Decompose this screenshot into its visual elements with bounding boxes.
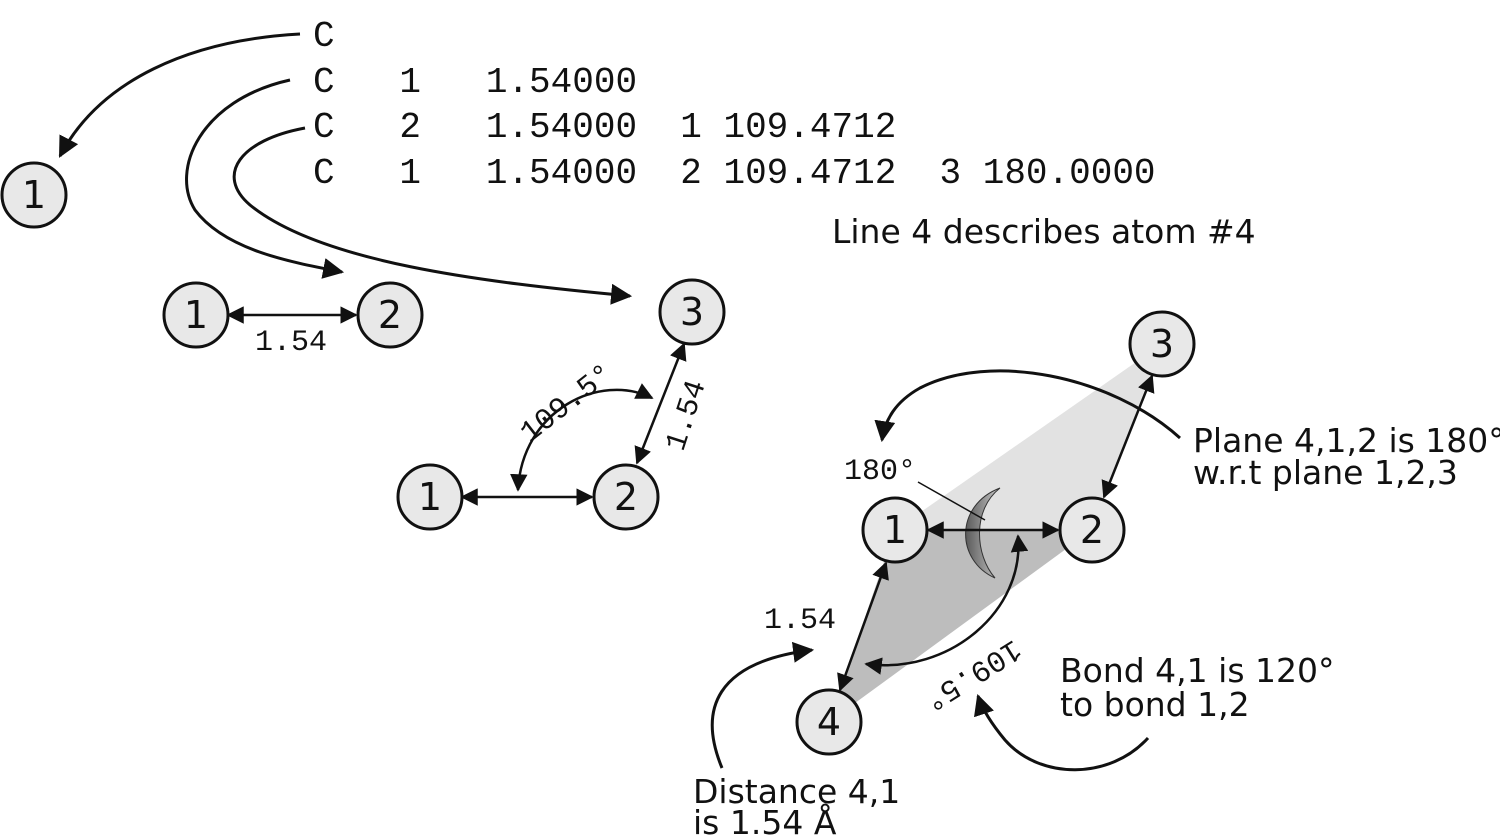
plane-note-line2: w.r.t plane 1,2,3	[1193, 453, 1458, 492]
bond-annotation-arrow	[974, 694, 1150, 772]
angle-1-2-3-arc	[510, 383, 654, 492]
zmatrix-text: C C 1 1.54000 C 2 1.54000 1 109.4712 C 1…	[313, 16, 1256, 251]
atom-2	[1058, 496, 1126, 564]
arrow-line2	[185, 78, 345, 279]
atom-2	[356, 281, 424, 349]
atom-1	[162, 281, 230, 349]
bond-angle-note-line2: to bond 1,2	[1060, 685, 1250, 724]
atom-label: 2	[378, 293, 402, 337]
step1-diagram: 1	[0, 161, 68, 229]
zmatrix-line-4: C 1 1.54000 2 109.4712 3 180.0000	[313, 153, 1156, 194]
bond-length-label: 1.54	[255, 326, 327, 360]
bond-angle-note-line1: Bond 4,1 is 120°	[1060, 651, 1335, 690]
plane-annotation-arrow	[874, 369, 1182, 443]
bond-length-label: 1.54	[764, 604, 836, 638]
atom-3	[658, 278, 726, 346]
zmatrix-line-3: C 2 1.54000 1 109.4712	[313, 107, 896, 148]
step2-diagram: 1.54 1 2	[162, 281, 424, 360]
angle-4-1-2-arc	[864, 534, 1029, 675]
atom-label: 4	[817, 700, 841, 744]
atom-label: 1	[418, 475, 442, 519]
zmatrix-caption: Line 4 describes atom #4	[832, 212, 1256, 251]
angle-label: 109.5°	[515, 358, 621, 451]
distance-note-line2: is 1.54 Å	[693, 802, 837, 838]
dihedral-label: 180°	[844, 455, 916, 489]
atom-label: 1	[883, 508, 907, 552]
atom-label: 1	[22, 173, 46, 217]
atom-label: 3	[680, 290, 704, 334]
atom-label: 2	[1080, 508, 1104, 552]
bond-2-3	[1101, 374, 1155, 499]
atom-label: 1	[184, 293, 208, 337]
atom-label: 2	[614, 475, 638, 519]
line-to-step-arrows	[58, 32, 633, 305]
zmatrix-line-2: C 1 1.54000	[313, 62, 637, 103]
step3-diagram: 109.5° 1.54 1 2 3	[396, 278, 726, 531]
zmatrix-line-1: C	[313, 16, 335, 57]
atom-2	[592, 463, 660, 531]
distance-note-line1: Distance 4,1	[693, 772, 900, 811]
plane-1-2-3	[895, 344, 1162, 530]
arrow-line3	[232, 126, 633, 305]
dihedral-pointer-line	[917, 481, 986, 521]
arrow-line1	[58, 32, 301, 158]
atom-label: 3	[1150, 322, 1174, 366]
annotations: Plane 4,1,2 is 180° w.r.t plane 1,2,3 Bo…	[693, 369, 1500, 838]
atom-1	[396, 463, 464, 531]
atom-1	[0, 161, 68, 229]
distance-annotation-arrow	[710, 641, 815, 769]
atom-1	[861, 496, 929, 564]
plane-note-line1: Plane 4,1,2 is 180°	[1193, 421, 1500, 460]
atom-4	[795, 688, 863, 756]
atom-3	[1128, 310, 1196, 378]
bond-length-label: 1.54	[660, 376, 715, 455]
